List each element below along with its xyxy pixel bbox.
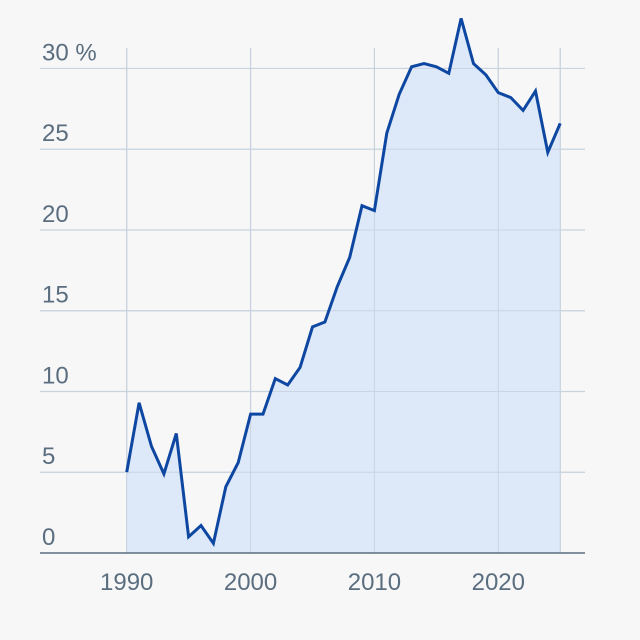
y-tick-labels: 0 5 10 15 20 25 30 % bbox=[42, 39, 97, 551]
area-fill-layer bbox=[40, 18, 585, 553]
series-line bbox=[125, 18, 562, 547]
y-tick-label: 0 bbox=[42, 524, 55, 551]
series-area bbox=[126, 18, 561, 553]
x-tick-labels: 1990 2000 2010 2020 bbox=[100, 569, 525, 596]
series-line-layer bbox=[125, 18, 562, 547]
x-tick-label: 1990 bbox=[100, 569, 153, 596]
y-tick-label: 25 bbox=[42, 120, 69, 147]
y-tick-label: 30 % bbox=[42, 39, 97, 66]
x-tick-label: 2010 bbox=[348, 569, 401, 596]
y-tick-label: 10 bbox=[42, 362, 69, 389]
y-tick-label: 15 bbox=[42, 282, 69, 309]
x-tick-label: 2000 bbox=[224, 569, 277, 596]
x-tick-label: 2020 bbox=[472, 569, 525, 596]
y-tick-label: 20 bbox=[42, 201, 69, 228]
y-tick-label: 5 bbox=[42, 443, 55, 470]
